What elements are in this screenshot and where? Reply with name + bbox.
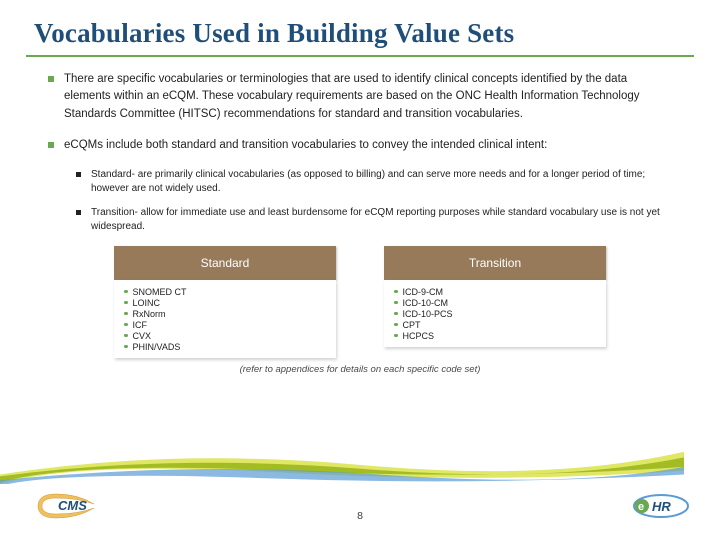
dot-icon bbox=[394, 290, 398, 294]
item-label: CPT bbox=[403, 320, 421, 330]
svg-text:HR: HR bbox=[652, 499, 671, 514]
list-item: ICD-10-PCS bbox=[394, 308, 596, 319]
dot-icon bbox=[124, 334, 128, 338]
ehr-logo: e HR bbox=[632, 493, 690, 524]
list-item: SNOMED CT bbox=[124, 286, 326, 297]
bullet-main-text: eCQMs include both standard and transiti… bbox=[64, 137, 547, 154]
cms-logo: CMS bbox=[34, 490, 106, 527]
bullet-sub-marker-icon bbox=[76, 172, 81, 177]
list-item: PHIN/VADS bbox=[124, 341, 326, 352]
svg-text:e: e bbox=[638, 501, 644, 513]
list-item: CPT bbox=[394, 319, 596, 330]
item-label: RxNorm bbox=[133, 309, 166, 319]
page-number: 8 bbox=[0, 510, 720, 522]
bullet-sub-standard-text: Standard- are primarily clinical vocabul… bbox=[91, 168, 672, 196]
list-item: LOINC bbox=[124, 297, 326, 308]
item-label: SNOMED CT bbox=[133, 287, 187, 297]
item-label: LOINC bbox=[133, 298, 161, 308]
dot-icon bbox=[394, 301, 398, 305]
transition-body: ICD-9-CM ICD-10-CM ICD-10-PCS CPT HCPCS bbox=[384, 280, 606, 347]
list-item: ICF bbox=[124, 319, 326, 330]
item-label: PHIN/VADS bbox=[133, 342, 181, 352]
bullet-main: eCQMs include both standard and transiti… bbox=[48, 137, 672, 154]
dot-icon bbox=[394, 334, 398, 338]
item-label: ICD-10-PCS bbox=[403, 309, 453, 319]
dot-icon bbox=[124, 323, 128, 327]
bullet-sub-transition: Transition- allow for immediate use and … bbox=[76, 206, 672, 234]
page-title: Vocabularies Used in Building Value Sets bbox=[0, 0, 720, 49]
swoosh-decoration bbox=[0, 446, 684, 484]
bullet-marker-icon bbox=[48, 76, 54, 82]
list-item: HCPCS bbox=[394, 330, 596, 341]
list-item: ICD-9-CM bbox=[394, 286, 596, 297]
content-area: There are specific vocabularies or termi… bbox=[0, 57, 720, 375]
standard-body: SNOMED CT LOINC RxNorm ICF CVX PHIN/VADS bbox=[114, 280, 336, 358]
bullet-intro-text: There are specific vocabularies or termi… bbox=[64, 71, 672, 123]
dot-icon bbox=[124, 312, 128, 316]
svg-text:CMS: CMS bbox=[58, 498, 87, 513]
dot-icon bbox=[124, 301, 128, 305]
transition-header: Transition bbox=[384, 246, 606, 280]
list-item: ICD-10-CM bbox=[394, 297, 596, 308]
bullet-sub-standard: Standard- are primarily clinical vocabul… bbox=[76, 168, 672, 196]
item-label: ICD-9-CM bbox=[403, 287, 444, 297]
item-label: ICF bbox=[133, 320, 148, 330]
item-label: HCPCS bbox=[403, 331, 435, 341]
list-item: CVX bbox=[124, 330, 326, 341]
transition-table: Transition ICD-9-CM ICD-10-CM ICD-10-PCS… bbox=[384, 246, 606, 358]
standard-header: Standard bbox=[114, 246, 336, 280]
list-item: RxNorm bbox=[124, 308, 326, 319]
dot-icon bbox=[124, 345, 128, 349]
dot-icon bbox=[124, 290, 128, 294]
tables-row: Standard SNOMED CT LOINC RxNorm ICF CVX … bbox=[48, 246, 672, 358]
dot-icon bbox=[394, 312, 398, 316]
tables-caption: (refer to appendices for details on each… bbox=[48, 364, 672, 375]
bullet-sub-transition-text: Transition- allow for immediate use and … bbox=[91, 206, 672, 234]
bullet-marker-icon bbox=[48, 142, 54, 148]
item-label: CVX bbox=[133, 331, 152, 341]
dot-icon bbox=[394, 323, 398, 327]
bullet-intro: There are specific vocabularies or termi… bbox=[48, 71, 672, 123]
standard-table: Standard SNOMED CT LOINC RxNorm ICF CVX … bbox=[114, 246, 336, 358]
item-label: ICD-10-CM bbox=[403, 298, 449, 308]
bullet-sub-marker-icon bbox=[76, 210, 81, 215]
